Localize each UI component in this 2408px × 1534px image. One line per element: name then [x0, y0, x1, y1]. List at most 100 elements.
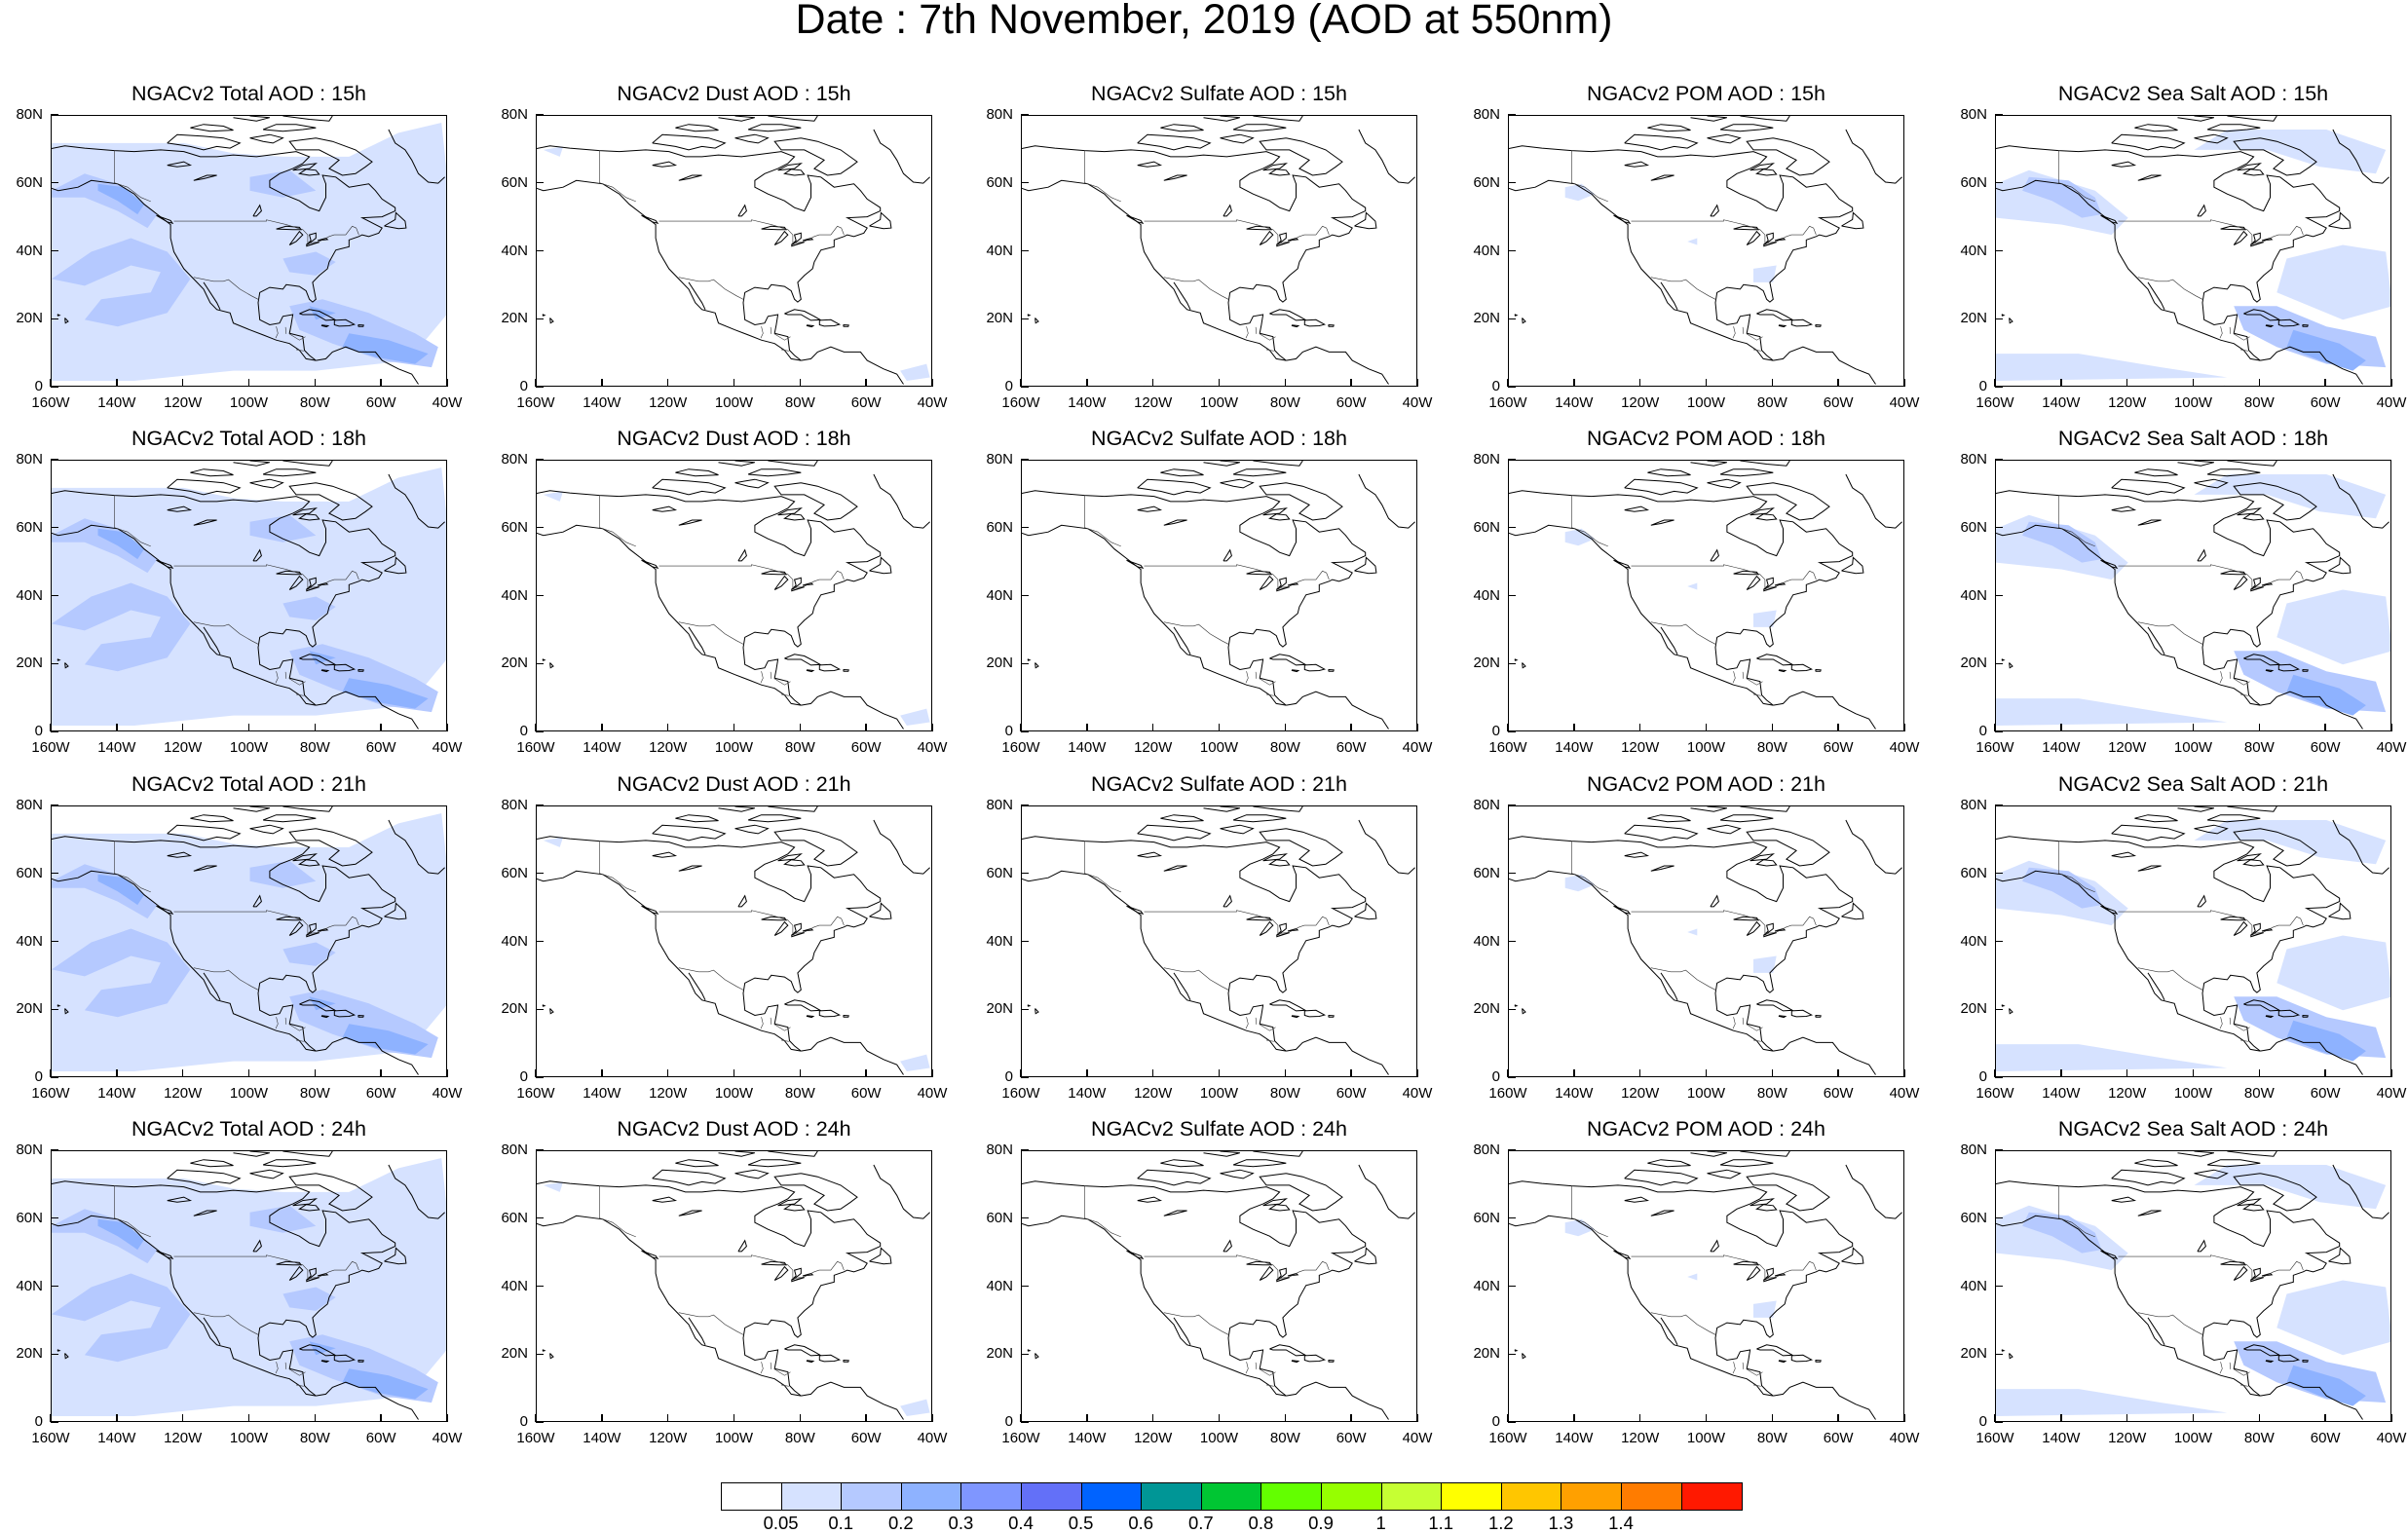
aod-shading-light [900, 1399, 930, 1416]
tick-mark [1995, 527, 2003, 529]
y-tick-label: 20N [501, 1345, 528, 1363]
coastline [52, 1180, 396, 1397]
panel-title: NGACv2 POM AOD : 21h [1587, 772, 1825, 796]
coastline [1746, 828, 1830, 867]
tick-mark [536, 182, 544, 184]
coastline [2134, 814, 2178, 823]
x-tick-label: 120W [649, 1430, 688, 1446]
coastline [1719, 814, 1774, 823]
y-tick-label: 20N [1473, 1000, 1500, 1018]
coastline [1276, 932, 1290, 938]
coastline [1286, 346, 1389, 385]
coastline [2261, 237, 2274, 242]
y-tick-label: 0 [519, 1413, 528, 1430]
x-tick-label: 160W [1488, 739, 1527, 756]
tick-mark [2258, 724, 2261, 731]
x-tick-label: 40W [2376, 1430, 2407, 1446]
coastline [2260, 346, 2363, 385]
coastline [2302, 1015, 2309, 1018]
x-tick-label: 100W [2173, 1430, 2213, 1446]
tick-mark [536, 662, 544, 664]
map-canvas [52, 461, 446, 730]
coastline [1287, 1272, 1299, 1277]
y-tick-label: 80N [501, 797, 528, 813]
political-border [1255, 1017, 1258, 1025]
x-tick-label: 80W [1269, 1085, 1300, 1102]
coastline [1996, 1215, 2261, 1397]
tick-mark [1508, 386, 1516, 388]
coastline [873, 473, 930, 529]
coastline [1750, 1198, 1776, 1207]
coastline [1647, 468, 1691, 477]
tick-mark [2390, 724, 2392, 731]
coastline [2197, 204, 2206, 217]
tick-mark [1508, 1353, 1516, 1355]
political-border [2137, 967, 2203, 991]
coastline [299, 999, 337, 1012]
coastline [1303, 1354, 1327, 1363]
political-border [1260, 333, 1276, 341]
tick-mark [1638, 1069, 1641, 1077]
tick-mark [446, 1414, 448, 1422]
tick-mark [1284, 1414, 1287, 1422]
colorbar-cell [1081, 1483, 1143, 1510]
tick-mark [1771, 1069, 1774, 1077]
x-tick-label: 80W [1756, 1085, 1787, 1102]
coastline [64, 318, 69, 324]
coastline [1035, 662, 1039, 669]
y-tick-label: 20N [1960, 310, 1987, 327]
coastline [1259, 1173, 1343, 1212]
tick-mark [1508, 182, 1516, 184]
x-tick-label: 60W [850, 1085, 882, 1102]
coastline [737, 204, 747, 217]
colorbar-cell [1201, 1483, 1262, 1510]
coastline [1996, 179, 2261, 361]
political-border [2239, 349, 2248, 352]
coastline [773, 482, 858, 521]
tick-mark [865, 1414, 867, 1422]
tick-mark [1350, 1414, 1352, 1422]
y-tick-label: 60N [16, 864, 43, 881]
panel-title: NGACv2 Sea Salt AOD : 24h [2057, 1117, 2329, 1141]
coastline [652, 505, 678, 512]
coastline [1203, 116, 1241, 122]
coastline [1137, 505, 1163, 512]
panel-title: NGACv2 Sea Salt AOD : 15h [2057, 82, 2329, 105]
tick-mark [1021, 730, 1029, 732]
y-tick-label: 0 [1491, 1068, 1500, 1085]
coastline [773, 575, 789, 590]
panel-title: NGACv2 Total AOD : 24h [132, 1117, 366, 1141]
tick-mark [1021, 662, 1029, 664]
coastline [1509, 1215, 1774, 1397]
coastline [1774, 927, 1787, 932]
coastline [1269, 654, 1307, 666]
coastline [2194, 824, 2229, 835]
coastline [2243, 309, 2281, 321]
coastline [1647, 814, 1691, 823]
x-tick-label: 160W [1975, 1430, 2014, 1446]
coastline [56, 1004, 61, 1007]
coastline [1740, 1151, 1790, 1157]
coastline [306, 586, 320, 592]
coastline [1253, 806, 1303, 812]
tick-mark [2060, 379, 2062, 387]
coastline [1022, 145, 1367, 361]
coastline [276, 916, 303, 921]
coastline [384, 556, 407, 575]
political-border [284, 1362, 287, 1369]
political-border [2239, 1039, 2248, 1042]
x-tick-label: 40W [2376, 1085, 2407, 1102]
political-border [1571, 495, 1608, 547]
coastline [276, 1260, 303, 1266]
coastline [1027, 314, 1032, 317]
coastline [2260, 691, 2363, 730]
coastline [2009, 318, 2013, 324]
panel-title: NGACv2 Sea Salt AOD : 18h [2057, 427, 2329, 450]
coastline [52, 1215, 317, 1397]
coastline [292, 507, 319, 516]
coastline [1137, 851, 1163, 858]
coastline [1763, 242, 1777, 247]
tick-mark [1086, 724, 1088, 731]
coastline [1203, 461, 1241, 467]
coastline [783, 168, 806, 176]
